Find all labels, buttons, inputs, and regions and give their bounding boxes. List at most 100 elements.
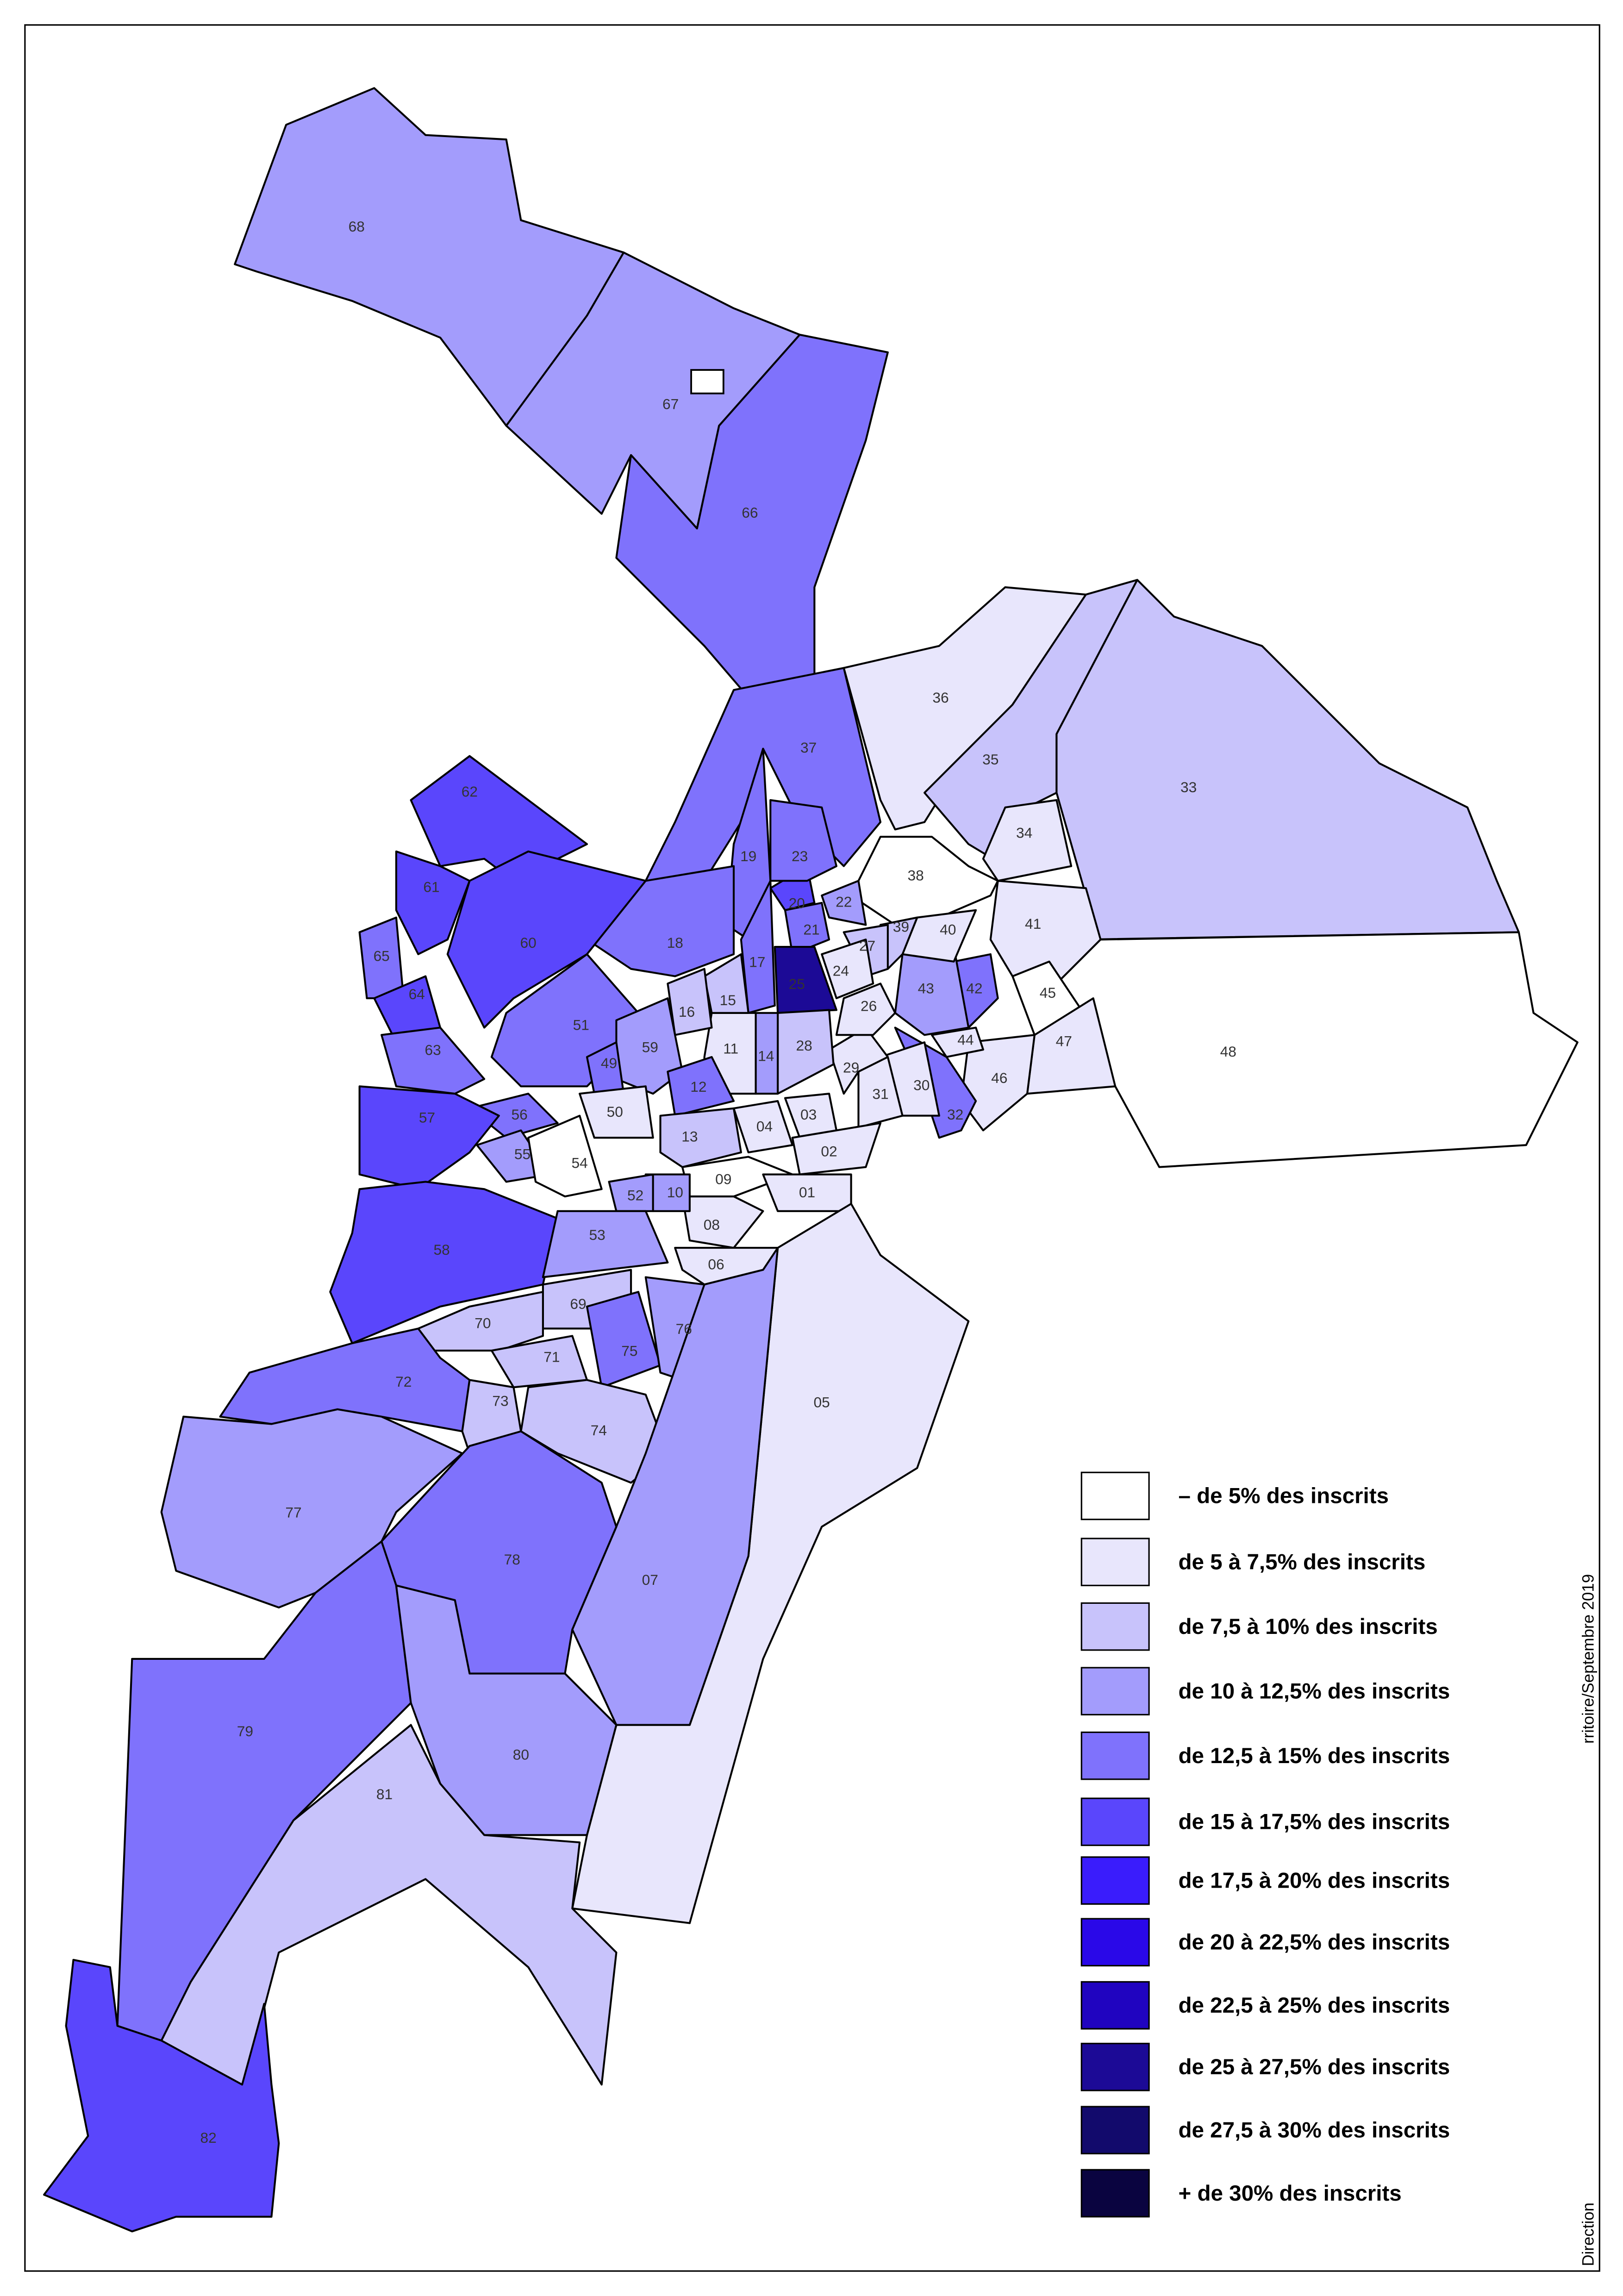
legend-label: de 5 à 7,5% des inscrits [1178,1550,1425,1574]
legend-swatch [1080,1731,1150,1780]
district [608,1173,654,1212]
district-label: 70 [474,1314,491,1331]
district-label: 73 [492,1392,508,1409]
legend-label: de 22,5 à 25% des inscrits [1178,1993,1450,2018]
district-label: 03 [800,1106,817,1123]
district [924,579,1138,867]
legend-swatch [1080,1667,1150,1715]
legend-swatch [1080,2043,1150,2091]
district-label: 44 [957,1031,974,1048]
district-label: 33 [1180,779,1197,795]
district [43,1958,280,2233]
district-label: 23 [792,848,808,864]
district-label: 62 [462,783,478,800]
district-label: 66 [742,504,758,521]
district-label: 35 [982,751,999,768]
district-label: 40 [940,921,956,938]
district [667,968,713,1036]
district-label: 12 [690,1078,706,1095]
district [527,1114,603,1198]
district [329,1181,559,1345]
district [850,836,999,926]
district [732,1100,793,1154]
district-label: 47 [1056,1033,1072,1050]
district-label: 79 [237,1723,253,1739]
legend-label: de 12,5 à 15% des inscrits [1178,1744,1450,1768]
district [358,1085,500,1190]
district-label: 39 [893,918,909,935]
district-label: 24 [833,962,849,979]
district-label: 06 [708,1256,724,1273]
district-label: 80 [513,1746,529,1763]
district [395,850,471,956]
district-label: 04 [756,1118,773,1134]
district [381,1026,486,1095]
district-label: 67 [662,395,679,412]
district-label: 05 [814,1394,830,1411]
legend-swatch [1080,1602,1150,1651]
district-label: 50 [607,1103,623,1120]
district-label: 76 [676,1320,692,1337]
district [579,1085,654,1139]
district [542,1210,669,1278]
legend-swatch [1080,1856,1150,1905]
district [835,982,896,1036]
district-label: 71 [543,1348,560,1365]
district [784,901,830,956]
district-label: 07 [642,1571,658,1588]
district-label: 53 [589,1226,606,1243]
district-label: 26 [861,997,877,1014]
legend: – de 5% des inscrits de 5 à 7,5% des insc… [1080,1471,1450,2218]
district-label: 28 [796,1037,812,1054]
district-label: 48 [1220,1043,1236,1060]
district-label: 09 [715,1171,731,1188]
enclave [690,369,724,394]
district [1055,579,1520,941]
district-label: 15 [720,992,736,1008]
district [659,1107,742,1168]
district-label: 57 [419,1109,435,1126]
district [395,1584,618,1836]
district-label: 60 [520,934,537,951]
districts: 68 67 66 37 36 35 33 34 38 41 48 45 47 46 42 43 44 40 39 32… [43,87,1579,2233]
legend-swatch [1080,1538,1150,1586]
district-label: 17 [749,953,765,970]
legend-swatch [1080,1471,1150,1520]
district-label: 21 [803,921,819,938]
district-label: 34 [1016,824,1032,841]
district-label: 78 [504,1551,520,1568]
district-label: 22 [836,893,852,910]
district [791,1122,882,1176]
legend-label: de 17,5 à 20% des inscrits [1178,1868,1450,1893]
district-label: 45 [1040,984,1056,1001]
district-label: 75 [621,1343,637,1359]
legend-swatch [1080,2169,1150,2218]
legend-label: de 15 à 17,5% des inscrits [1178,1810,1450,1834]
district-label: 38 [907,867,924,883]
district [446,850,647,1029]
district-label: 32 [947,1106,963,1123]
district-label: 16 [679,1003,695,1020]
district-label: 61 [423,879,439,895]
legend-label: + de 30% des inscrits [1178,2181,1401,2206]
district [571,1247,779,1726]
district [667,1056,735,1117]
district-label: 41 [1025,915,1041,932]
district-label: 58 [434,1241,450,1258]
district-label: 42 [966,980,982,996]
district-label: 56 [512,1106,528,1123]
district [821,880,867,926]
district [468,1093,559,1139]
district-label: 30 [913,1077,930,1094]
district-label: 59 [642,1039,658,1055]
side-text: rritoire/Septembre 2019 [1579,1574,1597,1744]
district-label: 14 [758,1047,774,1064]
legend-label: de 20 à 22,5% des inscrits [1178,1930,1450,1955]
district-label: 72 [395,1373,412,1390]
district [774,946,837,1014]
district [160,1408,463,1608]
side-text: Direction [1579,2202,1597,2266]
district-label: 27 [859,937,875,954]
legend-swatch [1080,1918,1150,1967]
